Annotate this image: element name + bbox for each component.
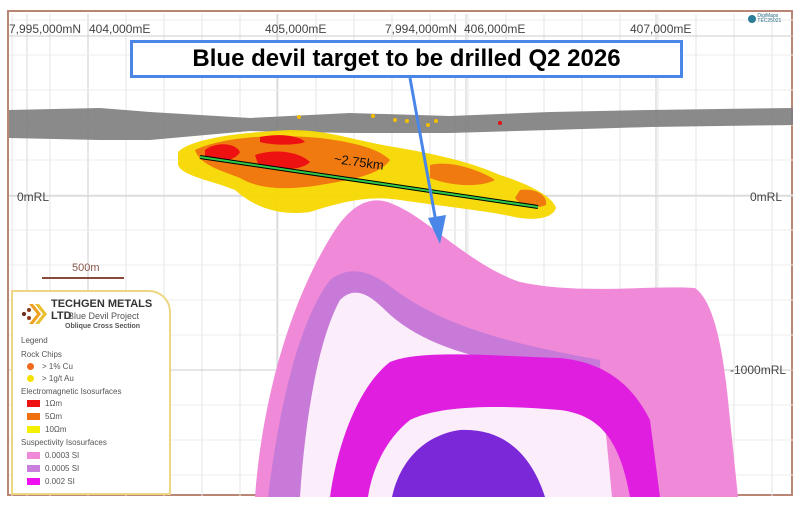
- legend-label: 0.0005 SI: [45, 464, 80, 473]
- legend-item-1ohm: 1Ωm: [21, 399, 62, 408]
- legend-label: 0.0003 SI: [45, 451, 80, 460]
- swatch-icon: [27, 478, 40, 485]
- globe-icon: [748, 15, 756, 23]
- axis-label-easting-406000: 406,000mE: [464, 22, 526, 36]
- legend-label: > 1% Cu: [42, 362, 73, 371]
- au-dot-icon: [27, 375, 34, 382]
- legend-item-5ohm: 5Ωm: [21, 412, 62, 421]
- scale-bar: [42, 277, 124, 279]
- swatch-icon: [27, 426, 40, 433]
- legend-label: 0.002 SI: [45, 477, 75, 486]
- legend-label: 5Ωm: [45, 412, 63, 421]
- cu-dot-icon: [27, 363, 34, 370]
- axis-label-right-minus1000mrl: -1000mRL: [730, 363, 787, 377]
- callout-text: Blue devil target to be drilled Q2 2026: [192, 45, 621, 72]
- legend-sus-title: Suspectivity Isosurfaces: [21, 438, 107, 447]
- callout-box: Blue devil target to be drilled Q2 2026: [130, 40, 683, 78]
- legend-title: Legend: [21, 336, 48, 345]
- legend-panel: TECHGEN METALS LTD Blue Devil Project Ob…: [11, 290, 171, 495]
- legend-item-0.002si: 0.002 SI: [21, 477, 75, 486]
- watermark-line1: DigiMaps: [757, 13, 779, 19]
- em-1ohm-body: [205, 135, 310, 169]
- axis-label-right-0mrl: 0mRL: [750, 190, 783, 204]
- legend-project: Blue Devil Project: [68, 311, 140, 321]
- legend-rock-chips-title: Rock Chips: [21, 350, 62, 359]
- swatch-icon: [27, 452, 40, 459]
- callout-arrow: [408, 77, 438, 223]
- techgen-logo-icon: [22, 304, 47, 324]
- legend-item-cu: > 1% Cu: [21, 362, 73, 371]
- isosurface-0.002si: [330, 354, 660, 497]
- terrain-surface: [9, 108, 793, 140]
- swatch-icon: [27, 400, 40, 407]
- legend-label: 10Ωm: [45, 425, 67, 434]
- rock-chip-points: [297, 114, 502, 127]
- purple-dome: [392, 429, 545, 497]
- measurement-line-inner: [199, 156, 539, 208]
- axis-label-easting-407000: 407,000mE: [630, 22, 692, 36]
- axis-label-left-0mrl: 0mRL: [17, 190, 50, 204]
- legend-label: 1Ωm: [45, 399, 63, 408]
- legend-em-title: Electromagnetic Isosurfaces: [21, 387, 122, 396]
- legend-item-au: > 1g/t Au: [21, 374, 74, 383]
- legend-item-0.0003si: 0.0003 SI: [21, 451, 79, 460]
- axis-label-easting-405000: 405,000mE: [265, 22, 327, 36]
- axis-label-northing-7995000: 7,995,000mN: [9, 22, 82, 36]
- swatch-icon: [27, 465, 40, 472]
- swatch-icon: [27, 413, 40, 420]
- axis-label-northing-7994000: 7,994,000mN: [385, 22, 458, 36]
- scale-bar-label: 500m: [72, 262, 100, 274]
- legend-item-10ohm: 10Ωm: [21, 425, 67, 434]
- legend-company: TECHGEN METALS LTD: [51, 298, 153, 322]
- watermark-line2: TEC25021: [757, 18, 782, 24]
- legend-label: > 1g/t Au: [42, 374, 74, 383]
- callout-arrowhead: [428, 215, 446, 244]
- axis-label-easting-404000: 404,000mE: [89, 22, 151, 36]
- legend-section: Oblique Cross Section: [65, 323, 141, 330]
- watermark: DigiMaps TEC25021: [748, 14, 781, 24]
- legend-item-0.0005si: 0.0005 SI: [21, 464, 79, 473]
